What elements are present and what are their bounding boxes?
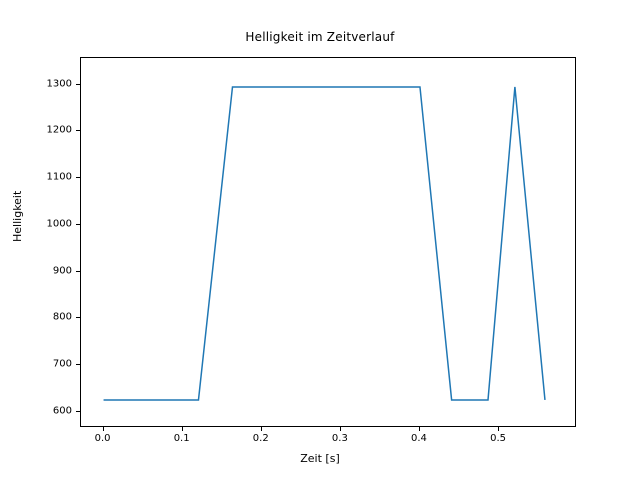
y-tick-label: 700 bbox=[52, 358, 72, 370]
x-tick-label: 0.2 bbox=[252, 433, 269, 444]
x-tick-label: 0.3 bbox=[331, 433, 348, 444]
y-axis-label: Helligkeit bbox=[11, 190, 24, 242]
y-tick-label: 900 bbox=[52, 265, 72, 276]
x-tick-label: 0.0 bbox=[94, 433, 111, 444]
data-line-series bbox=[103, 86, 546, 401]
x-tick-label: 0.5 bbox=[490, 433, 507, 444]
y-tick-label: 1300 bbox=[46, 78, 72, 90]
y-tick-label: 800 bbox=[52, 311, 72, 323]
y-tick-label: 1100 bbox=[46, 171, 72, 183]
plot-area bbox=[80, 57, 576, 427]
y-tick-label: 1200 bbox=[46, 124, 72, 136]
y-tick-label: 1000 bbox=[46, 218, 72, 230]
x-tick-label: 0.1 bbox=[173, 433, 190, 444]
chart-title: Helligkeit im Zeitverlauf bbox=[245, 30, 395, 44]
x-tick-label: 0.4 bbox=[411, 433, 427, 444]
y-tick-label: 600 bbox=[52, 405, 72, 417]
x-axis-label: Zeit [s] bbox=[300, 452, 340, 465]
